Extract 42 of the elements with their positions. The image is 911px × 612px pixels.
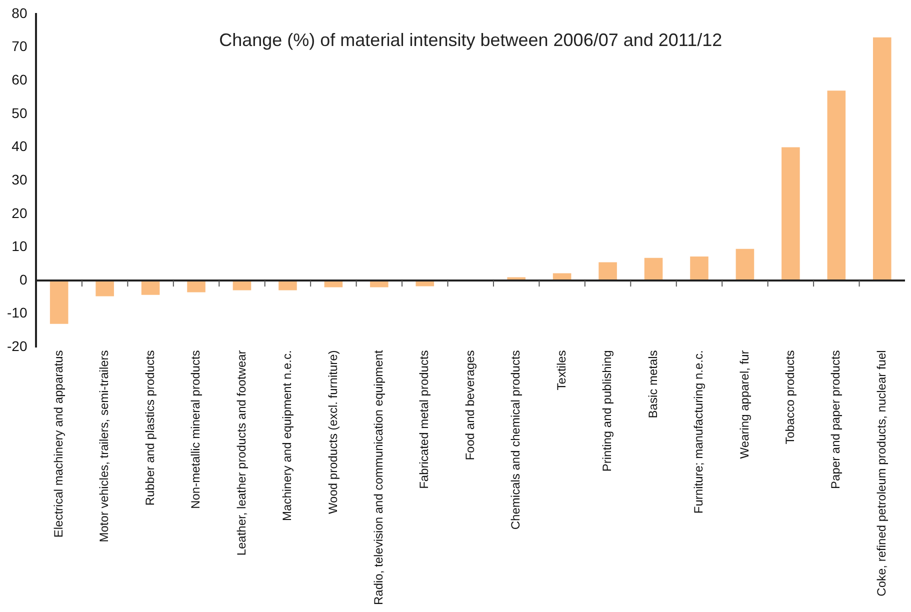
x-tick-label: Leather, leather products and footwear — [234, 350, 248, 556]
x-tick-label: Textiles — [554, 350, 568, 390]
x-tick-label: Food and beverages — [462, 350, 477, 460]
bar — [827, 90, 846, 281]
y-tick-label: 60 — [12, 71, 28, 88]
x-tick-label: Electrical machinery and apparatus — [51, 350, 66, 538]
y-tick-label: 80 — [12, 4, 28, 21]
bar — [690, 256, 708, 281]
x-tick-label: Rubber and plastics products — [142, 350, 157, 506]
y-tick-label: 20 — [12, 204, 28, 221]
x-tick-label: Non-metallic mineral products — [188, 350, 203, 509]
bar — [598, 262, 617, 281]
y-tick-label: 70 — [12, 38, 28, 54]
bar — [50, 280, 68, 324]
y-tick-label: 40 — [12, 138, 28, 154]
y-tick-label: 10 — [12, 238, 28, 254]
y-tick-label: -20 — [7, 338, 28, 354]
x-tick-label: Coke, refined petroleum products, nuclear fuel — [874, 350, 888, 596]
x-tick-label: Basic metals — [646, 350, 660, 418]
y-tick-label: 0 — [19, 271, 28, 288]
x-tick-label: Fabricated metal products — [417, 350, 432, 489]
bar — [782, 147, 800, 281]
x-tick-label: Printing and publishing — [600, 350, 614, 472]
bar — [187, 280, 206, 292]
x-tick-label: Radio, television and communication equipment — [371, 350, 386, 605]
x-tick-label: Wearing apparel, fur — [737, 350, 752, 459]
bar — [872, 37, 892, 281]
bar — [96, 280, 114, 296]
x-tick-label: Motor vehicles, trailers, semi-trailers — [97, 350, 112, 542]
text: Change (%) of material intensity between 2006/07 and 2011/12 — [219, 30, 722, 50]
x-tick-label: Machinery and equipment n.e.c. — [280, 350, 294, 521]
x-tick-label: Chemicals and chemical products — [508, 350, 523, 530]
x-tick-label: Tobacco products — [783, 350, 797, 444]
x-tick-label: Furniture; manufacturing n.e.c. — [692, 350, 706, 514]
bar — [736, 248, 754, 281]
y-tick-label: -10 — [7, 304, 28, 321]
bar — [644, 258, 663, 281]
bar — [141, 280, 160, 295]
y-tick-label: 50 — [12, 104, 28, 121]
x-tick-label: Paper and paper products — [828, 350, 843, 489]
y-tick-label: 30 — [12, 171, 28, 188]
x-tick-label: Wood products (excl. furniture) — [326, 350, 340, 514]
